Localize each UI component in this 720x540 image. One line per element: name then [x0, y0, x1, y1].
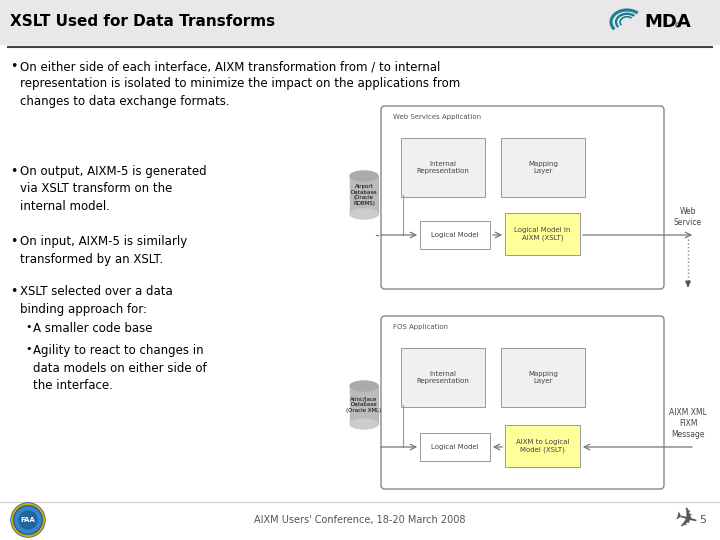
Text: •: •: [25, 344, 32, 354]
Text: Internal
Representation: Internal Representation: [417, 371, 469, 384]
Text: XSLT selected over a data
binding approach for:: XSLT selected over a data binding approa…: [20, 285, 173, 315]
Text: Agility to react to changes in
data models on either side of
the interface.: Agility to react to changes in data mode…: [33, 344, 207, 392]
Text: Logical Model: Logical Model: [431, 444, 479, 450]
Text: Airport
Database
(Oracle
RDBMS): Airport Database (Oracle RDBMS): [351, 184, 377, 206]
Text: AIXM XML
FIXM
Message: AIXM XML FIXM Message: [669, 408, 707, 439]
Text: Mapping
Layer: Mapping Layer: [528, 161, 558, 174]
Ellipse shape: [350, 381, 378, 391]
Bar: [350, 176, 378, 214]
Text: ®: ®: [674, 23, 681, 29]
Circle shape: [19, 511, 37, 529]
FancyBboxPatch shape: [401, 138, 485, 197]
Text: 5: 5: [699, 515, 706, 525]
Text: Web
Service: Web Service: [674, 207, 702, 227]
Text: FOS Application: FOS Application: [393, 324, 448, 330]
Text: Web Services Application: Web Services Application: [393, 114, 481, 120]
Text: AIXM Users' Conference, 18-20 March 2008: AIXM Users' Conference, 18-20 March 2008: [254, 515, 466, 525]
Text: •: •: [25, 322, 32, 332]
Text: Logical Model: Logical Model: [431, 232, 479, 238]
Text: A smaller code base: A smaller code base: [33, 322, 153, 335]
Bar: [350, 386, 378, 424]
Ellipse shape: [350, 419, 378, 429]
Text: •: •: [10, 235, 17, 248]
Ellipse shape: [350, 171, 378, 181]
Text: ✈: ✈: [670, 503, 700, 537]
Circle shape: [11, 503, 45, 537]
Text: Internal
Representation: Internal Representation: [417, 161, 469, 174]
Bar: [505, 425, 580, 467]
Ellipse shape: [350, 209, 378, 219]
FancyBboxPatch shape: [501, 348, 585, 407]
Circle shape: [15, 507, 41, 533]
FancyBboxPatch shape: [501, 138, 585, 197]
Text: On input, AIXM-5 is similarly
transformed by an XSLT.: On input, AIXM-5 is similarly transforme…: [20, 235, 187, 266]
Text: •: •: [10, 60, 17, 73]
Text: On output, AIXM-5 is generated
via XSLT transform on the
internal model.: On output, AIXM-5 is generated via XSLT …: [20, 165, 207, 213]
Text: •: •: [10, 165, 17, 178]
Bar: [505, 213, 580, 255]
Text: MDA: MDA: [644, 13, 690, 31]
Text: Mapping
Layer: Mapping Layer: [528, 371, 558, 384]
Text: AIXM to Logical
Model (XSLT): AIXM to Logical Model (XSLT): [516, 439, 570, 453]
FancyBboxPatch shape: [381, 106, 664, 289]
Text: XSLT Used for Data Transforms: XSLT Used for Data Transforms: [10, 15, 275, 30]
Text: Logical Model in
AIXM (XSLT): Logical Model in AIXM (XSLT): [514, 227, 571, 241]
Text: Arinc/Jace
Database
(Oracle XML): Arinc/Jace Database (Oracle XML): [346, 397, 382, 413]
Bar: [0, 0, 720, 44]
FancyBboxPatch shape: [381, 316, 664, 489]
FancyBboxPatch shape: [401, 348, 485, 407]
Text: On either side of each interface, AIXM transformation from / to internal
represe: On either side of each interface, AIXM t…: [20, 60, 460, 108]
Text: FAA: FAA: [21, 517, 35, 523]
Bar: [420, 221, 490, 249]
Bar: [420, 433, 490, 461]
Text: •: •: [10, 285, 17, 298]
